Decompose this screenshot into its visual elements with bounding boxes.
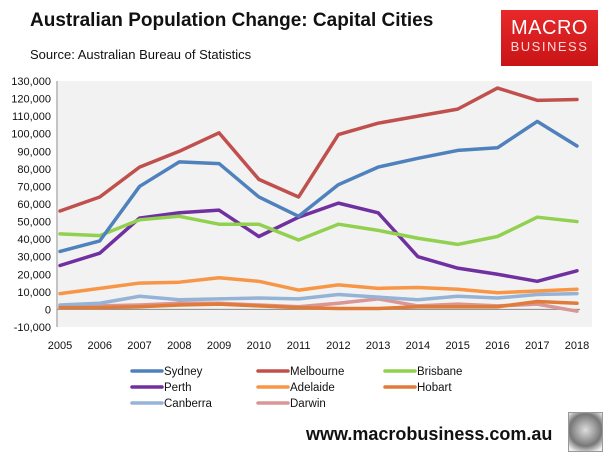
x-tick-label: 2015: [445, 340, 469, 352]
macrobusiness-logo: MACRO BUSINESS: [501, 10, 598, 66]
y-tick-label: 70,000: [17, 181, 51, 193]
legend-label-sydney: Sydney: [164, 366, 203, 378]
series-line-adelaide: [58, 276, 579, 296]
y-tick-label: 80,000: [17, 164, 51, 176]
logo-line1: MACRO: [511, 17, 588, 39]
plot-area: [58, 81, 592, 327]
x-tick-label: 2007: [127, 340, 151, 352]
series-line-hobart: [58, 299, 579, 311]
y-tick-label: 60,000: [17, 199, 51, 211]
legend-label-brisbane: Brisbane: [417, 366, 462, 378]
legend-label-darwin: Darwin: [290, 398, 326, 410]
y-tick-label: 20,000: [17, 269, 51, 281]
x-tick-label: 2018: [565, 340, 589, 352]
legend-label-perth: Perth: [164, 382, 192, 394]
x-tick-label: 2008: [167, 340, 191, 352]
series-line-sydney: [58, 119, 579, 254]
logo-line2: BUSINESS: [510, 39, 589, 54]
series-line-canberra: [58, 291, 579, 307]
series-line-brisbane: [58, 214, 579, 247]
y-tick-label: 30,000: [17, 252, 51, 264]
x-tick-label: 2016: [485, 340, 509, 352]
legend-label-canberra: Canberra: [164, 398, 213, 410]
x-tick-label: 2011: [287, 340, 311, 352]
y-tick-label: 90,000: [17, 146, 51, 158]
x-tick-label: 2012: [326, 340, 350, 352]
website-url: www.macrobusiness.com.au: [306, 424, 553, 444]
y-tick-label: 130,000: [11, 76, 51, 88]
series-line-melbourne: [58, 86, 579, 213]
x-tick-label: 2010: [247, 340, 271, 352]
x-tick-label: 2009: [207, 340, 231, 352]
x-tick-label: 2017: [525, 340, 549, 352]
y-tick-label: -10,000: [14, 322, 51, 334]
y-tick-label: 110,000: [12, 111, 51, 123]
x-tick-label: 2013: [366, 340, 390, 352]
y-tick-label: 100,000: [11, 129, 51, 141]
x-tick-label: 2005: [48, 340, 72, 352]
y-tick-label: 120,000: [11, 94, 51, 106]
x-tick-label: 2014: [406, 340, 430, 352]
y-tick-label: 0: [45, 304, 51, 316]
chart-source: Source: Australian Bureau of Statistics: [30, 47, 252, 62]
x-tick-label: 2006: [88, 340, 112, 352]
y-tick-label: 10,000: [17, 287, 51, 299]
wolf-logo-icon: [568, 412, 603, 452]
chart-title: Australian Population Change: Capital Ci…: [30, 10, 434, 31]
y-tick-label: 50,000: [17, 217, 51, 229]
series-line-perth: [58, 201, 579, 284]
y-tick-label: 40,000: [17, 234, 51, 246]
legend-label-melbourne: Melbourne: [290, 366, 344, 378]
legend-label-hobart: Hobart: [417, 382, 452, 394]
legend-label-adelaide: Adelaide: [290, 382, 335, 394]
